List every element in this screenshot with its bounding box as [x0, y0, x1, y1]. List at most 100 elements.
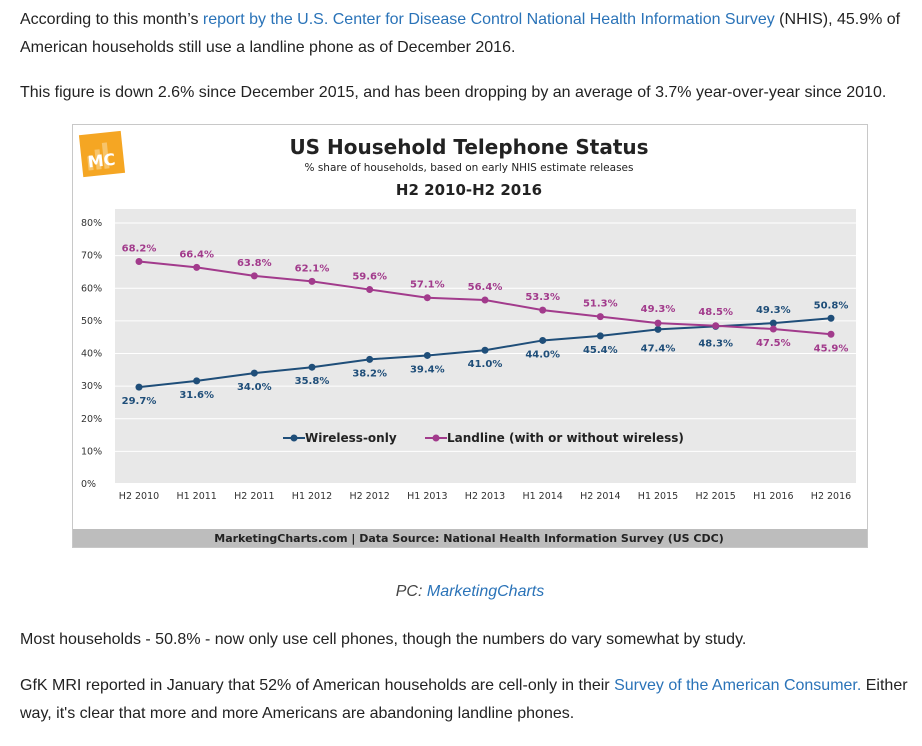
intro-text-end: (NHIS), 45.9% of American households sti… [20, 11, 901, 56]
gfk-text-end: Either way, it's clear that more and mor… [20, 677, 908, 722]
marketingcharts-link[interactable]: MarketingCharts [426, 583, 545, 600]
x-tick-label: H1 2013 [407, 491, 447, 502]
landline-point [712, 322, 720, 330]
wireless-data-label: 45.4% [583, 345, 618, 356]
chart-title: US Household Telephone Status [289, 135, 648, 159]
x-tick-label: H1 2014 [522, 491, 562, 502]
image-caption: PC: MarketingCharts [0, 583, 922, 601]
chart-subtitle: % share of households, based on early NH… [305, 162, 634, 174]
y-axis-ticks: 0% 10% 20% 30% 40% 50% 60% 70% 80% [81, 218, 102, 490]
wireless-point [654, 325, 662, 333]
landline-data-label: 68.2% [122, 243, 157, 254]
wireless-data-label: 29.7% [122, 396, 157, 407]
survey-american-consumer-link[interactable]: Survey of the American Consumer. [614, 677, 862, 694]
intro-text-start: According to this month’s [20, 11, 203, 28]
x-tick-label: H2 2016 [811, 491, 851, 502]
y-tick-label: 80% [81, 218, 102, 229]
landline-point [308, 277, 316, 285]
landline-point [769, 325, 777, 333]
landline-point [193, 263, 201, 271]
data-labels: 29.7% 68.2% 31.6% 66.4% 34.0% 63.8% 35.8% 62.1%… [122, 243, 849, 407]
legend-label-landline: Landline (with or without wireless) [447, 431, 684, 445]
x-tick-label: H2 2014 [580, 491, 620, 502]
wireless-point [539, 336, 547, 344]
gfk-text-start: GfK MRI reported in January that 52% of … [20, 677, 615, 694]
chart-footer-source: MarketingCharts.com | Data Source: Natio… [214, 532, 723, 545]
wireless-data-label: 47.4% [641, 343, 676, 354]
cell-only-paragraph: Most households - 50.8% - now only use c… [20, 631, 747, 648]
landline-data-label: 63.8% [237, 258, 272, 269]
landline-data-label: 48.5% [698, 307, 733, 318]
caption-prefix: PC: [395, 583, 427, 600]
y-tick-label: 60% [81, 283, 102, 294]
landline-point [539, 306, 547, 314]
y-tick-label: 30% [81, 381, 102, 392]
landline-data-label: 57.1% [410, 280, 445, 291]
landline-point [481, 296, 489, 304]
wireless-point [769, 319, 777, 327]
landline-data-label: 51.3% [583, 299, 618, 310]
legend-item-landline: Landline (with or without wireless) [425, 431, 684, 445]
landline-point [250, 272, 258, 280]
y-tick-label: 0% [81, 479, 96, 490]
nhis-report-link[interactable]: report by the U.S. Center for Disease Co… [202, 11, 775, 28]
grid-lines [115, 222, 856, 452]
plot-area [115, 209, 856, 483]
landline-point [596, 313, 604, 321]
chart-footer-bar [73, 529, 867, 547]
wireless-data-label: 35.8% [295, 376, 330, 387]
landline-data-label: 66.4% [179, 249, 214, 260]
x-axis-ticks: H2 2010 H1 2011 H2 2011 H1 2012 H2 2012 H1 20… [119, 491, 851, 502]
logo-text: MC [87, 150, 117, 172]
landline-point [423, 294, 431, 302]
intro-paragraph: According to this month’s report by the … [20, 6, 912, 62]
y-tick-label: 50% [81, 316, 102, 327]
wireless-point [135, 383, 143, 391]
wireless-data-label: 38.2% [352, 368, 387, 379]
wireless-point [308, 363, 316, 371]
y-tick-label: 20% [81, 414, 102, 425]
wireless-point [596, 332, 604, 340]
wireless-point [366, 355, 374, 363]
x-tick-label: H2 2011 [234, 491, 274, 502]
landline-data-label: 45.9% [814, 343, 849, 354]
landline-data-label: 59.6% [352, 272, 387, 283]
legend-item-wireless: Wireless-only [283, 431, 397, 445]
decline-paragraph: This figure is down 2.6% since December … [20, 84, 887, 101]
y-tick-label: 70% [81, 251, 102, 262]
wireless-data-label: 34.0% [237, 382, 272, 393]
landline-data-label: 62.1% [295, 263, 330, 274]
y-tick-label: 10% [81, 446, 102, 457]
gfk-paragraph: GfK MRI reported in January that 52% of … [20, 672, 912, 728]
x-tick-label: H1 2016 [753, 491, 793, 502]
wireless-data-label: 44.0% [525, 349, 560, 360]
chart-period: H2 2010-H2 2016 [396, 181, 542, 199]
series-layer [135, 257, 835, 391]
x-tick-label: H1 2015 [638, 491, 678, 502]
wireless-data-label: 41.0% [468, 359, 503, 370]
x-tick-label: H1 2012 [292, 491, 332, 502]
x-tick-label: H1 2011 [176, 491, 216, 502]
landline-point [366, 286, 374, 294]
wireless-point [193, 377, 201, 385]
wireless-point [250, 369, 258, 377]
landline-point [654, 319, 662, 327]
wireless-data-label: 31.6% [179, 390, 214, 401]
landline-data-label: 49.3% [641, 304, 676, 315]
y-tick-label: 40% [81, 349, 102, 360]
wireless-data-label: 48.3% [698, 338, 733, 349]
x-tick-label: H2 2013 [465, 491, 505, 502]
wireless-point [827, 314, 835, 322]
wireless-point [481, 346, 489, 354]
x-tick-label: H2 2010 [119, 491, 159, 502]
wireless-data-label: 49.3% [756, 305, 791, 316]
marketingcharts-logo: MC [78, 130, 126, 178]
x-tick-label: H2 2015 [695, 491, 735, 502]
landline-point [827, 330, 835, 338]
wireless-data-label: 39.4% [410, 364, 445, 375]
x-tick-label: H2 2012 [349, 491, 389, 502]
chart-svg: MC US Household Telephone Status % share… [73, 130, 867, 547]
landline-data-label: 56.4% [468, 282, 503, 293]
wireless-point [423, 351, 431, 359]
chart-image: MC US Household Telephone Status % share… [72, 124, 868, 548]
